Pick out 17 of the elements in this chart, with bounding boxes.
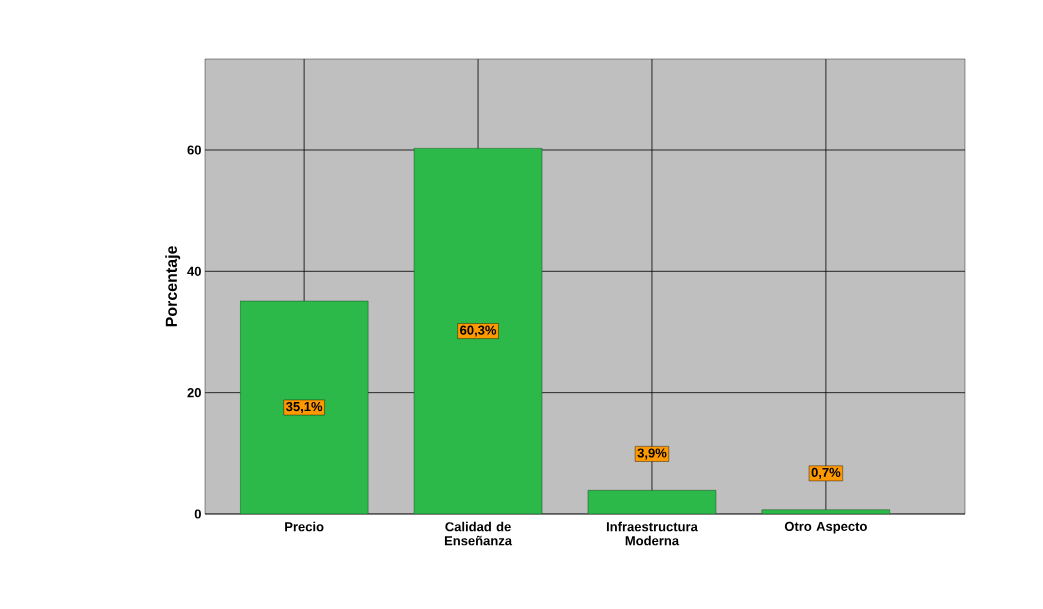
data-label: 35,1% [286,401,323,414]
bar [239,300,369,514]
data-label: 0,7% [811,467,841,479]
y-tick-label: 20 [187,388,201,398]
y-tick-label: 40 [187,266,201,276]
x-tick-label: Precio [285,521,324,532]
y-axis-title: Porcentaje [165,246,181,327]
y-tick-label: 60 [187,145,201,155]
bar [587,490,717,514]
data-label: 60,3% [460,325,497,337]
bar [761,509,891,514]
bar [413,147,543,514]
x-tick-label: Calidad de Enseñanza [444,521,513,546]
x-tick-label: Infraestructura Moderna [606,521,698,546]
y-tick-label: 0 [194,509,201,519]
data-label: 3,9% [637,448,667,460]
x-tick-label: Otro Aspecto [784,521,867,534]
